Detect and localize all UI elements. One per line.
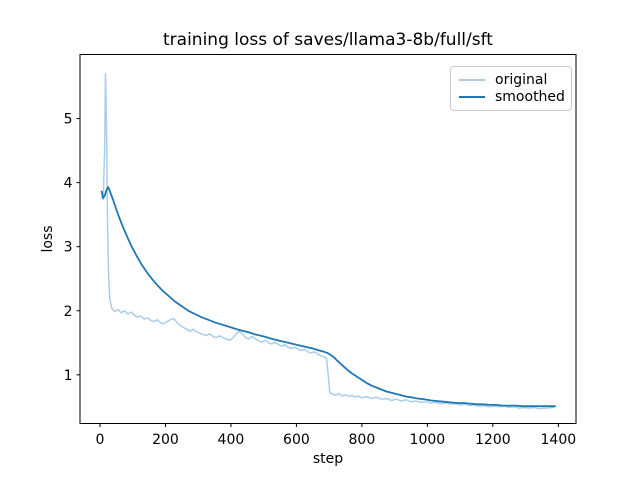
y-tick-label: 5 [64, 112, 73, 128]
y-axis-label: loss [40, 225, 56, 253]
legend-swatch-smoothed [459, 96, 485, 99]
x-tick-label: 1200 [475, 432, 511, 448]
x-tick-label: 1400 [541, 432, 577, 448]
x-tick-label: 0 [96, 432, 105, 448]
y-tick-label: 2 [64, 304, 73, 320]
x-tick-label: 1000 [410, 432, 446, 448]
y-tick-label: 1 [64, 368, 73, 384]
x-axis-label: step [312, 451, 344, 467]
x-tick-label: 800 [349, 432, 376, 448]
series-line-smoothed [100, 186, 556, 408]
legend-swatch-original [459, 78, 485, 81]
series-line-original [100, 72, 556, 410]
legend: original smoothed [450, 66, 572, 111]
chart-title: training loss of saves/llama3-8b/full/sf… [163, 30, 493, 50]
x-tick-label: 400 [218, 432, 245, 448]
legend-item-smoothed: smoothed [459, 89, 565, 106]
axes-spines [79, 54, 577, 424]
y-tick-label: 4 [64, 176, 73, 192]
legend-label: original [495, 71, 548, 88]
y-tick-label: 3 [64, 240, 73, 256]
x-tick-label: 600 [283, 432, 310, 448]
legend-label: smoothed [495, 89, 565, 106]
legend-item-original: original [459, 72, 563, 88]
x-tick-label: 200 [152, 432, 179, 448]
